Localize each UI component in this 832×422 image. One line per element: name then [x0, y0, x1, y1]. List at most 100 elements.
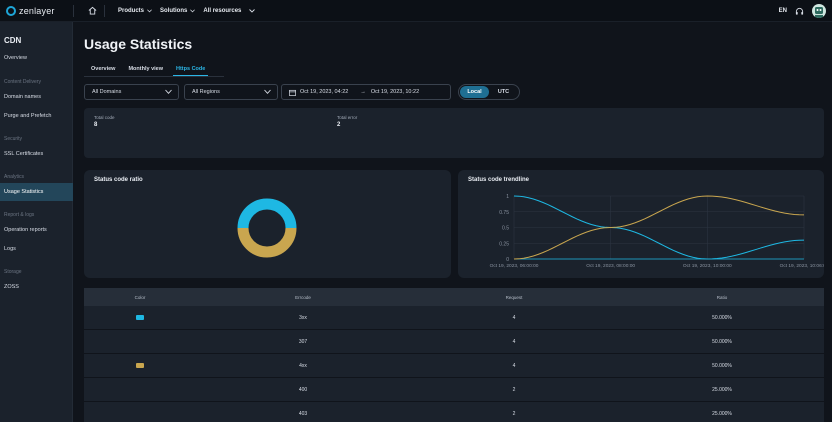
- col-ratio: Ratio: [716, 294, 728, 300]
- nav-all-resources[interactable]: All resources: [203, 8, 241, 14]
- totals-panel: Total code 8 Total error 2: [84, 108, 824, 158]
- table-row: 307 4 50.000%: [84, 330, 824, 354]
- domain-select[interactable]: All Domains: [84, 84, 179, 100]
- sidebar-section-security: Security: [4, 136, 23, 142]
- total-error-label: Total error: [337, 115, 358, 120]
- errcode-cell: 307: [298, 339, 308, 345]
- tab-overview[interactable]: Overview: [91, 66, 116, 72]
- nav-products-label: Products: [118, 7, 145, 14]
- nav-products[interactable]: Products: [118, 8, 152, 14]
- logo-ring-icon: [6, 5, 16, 16]
- timezone-toggle: Local UTC: [458, 84, 520, 100]
- ratio-cell: 50.000%: [712, 339, 732, 345]
- y-tick-label: 0.75: [499, 210, 509, 216]
- x-tick-label: Oct 19, 2023, 10:06:00: [780, 263, 824, 269]
- nav-more-button[interactable]: [249, 8, 256, 13]
- sidebar-item-label: Overview: [4, 55, 27, 61]
- total-code-value: 8: [94, 122, 98, 128]
- chevron-down-icon: [249, 8, 256, 13]
- errcode-cell: 3xx: [299, 315, 307, 321]
- sidebar-item-ssl-certificates[interactable]: SSL Certificates: [0, 145, 73, 163]
- sidebar-section-report-logs: Report & logs: [4, 212, 35, 218]
- date-range-picker[interactable]: Oct 19, 2023, 04:22 → Oct 19, 2023, 10:2…: [281, 84, 451, 100]
- y-tick-label: 0.5: [502, 226, 509, 232]
- region-select-value: All Regions: [192, 89, 220, 95]
- arrow-right-icon: →: [360, 89, 366, 95]
- page-title: Usage Statistics: [84, 36, 193, 52]
- request-cell: 2: [512, 387, 516, 393]
- table-row: 400 2 25.000%: [84, 378, 824, 402]
- ratio-donut-chart: [237, 198, 297, 258]
- ratio-cell: 25.000%: [712, 387, 732, 393]
- divider: [104, 4, 105, 17]
- y-tick-label: 0: [506, 257, 509, 263]
- request-cell: 4: [512, 363, 516, 369]
- sidebar-item-label: Usage Statistics: [4, 189, 44, 195]
- y-tick-label: 0.25: [499, 241, 509, 247]
- sidebar-item-label: Purge and Prefetch: [4, 113, 52, 119]
- donut-slice-4xx[interactable]: [237, 227, 297, 258]
- request-cell: 2: [512, 411, 516, 417]
- calendar-icon: [289, 89, 296, 96]
- sidebar-item-overview[interactable]: Overview: [0, 49, 73, 67]
- total-code-label: Total code: [94, 115, 115, 120]
- nav-solutions[interactable]: Solutions: [160, 8, 196, 14]
- y-tick-label: 1: [506, 194, 509, 200]
- main-content: Usage Statistics Overview Monthly view H…: [74, 22, 832, 422]
- home-icon[interactable]: [85, 4, 99, 18]
- timezone-local[interactable]: Local: [460, 86, 489, 98]
- x-tick-label: Oct 19, 2023, 08:00:00: [586, 263, 635, 269]
- col-request: Request: [505, 294, 523, 300]
- ratio-chart-title: Status code ratio: [94, 177, 143, 183]
- user-avatar[interactable]: [812, 4, 826, 18]
- sidebar-item-label: Operation reports: [4, 227, 47, 233]
- request-cell: 4: [512, 339, 516, 345]
- region-select[interactable]: All Regions: [184, 84, 278, 100]
- date-end[interactable]: Oct 19, 2023, 10:22: [370, 89, 420, 95]
- ratio-cell: 50.000%: [712, 315, 732, 321]
- table-header: Color Errcode Request Ratio: [84, 288, 824, 306]
- sidebar: CDN Overview Content Delivery Domain nam…: [0, 22, 73, 422]
- top-right-controls: EN: [779, 0, 832, 22]
- col-errcode: Errcode: [295, 294, 311, 300]
- color-swatch: [136, 315, 144, 320]
- donut-slice-3xx[interactable]: [237, 198, 297, 229]
- sidebar-section-content-delivery: Content Delivery: [4, 79, 41, 85]
- total-error-value: 2: [337, 122, 341, 128]
- trend-series-line: [513, 195, 805, 260]
- errcode-cell: 403: [298, 411, 308, 417]
- chevron-down-icon: [190, 8, 196, 12]
- sidebar-item-label: Logs: [4, 246, 16, 252]
- sidebar-item-purge-prefetch[interactable]: Purge and Prefetch: [0, 107, 73, 125]
- table-row: 3xx 4 50.000%: [84, 306, 824, 330]
- sidebar-title: CDN: [4, 36, 22, 45]
- tab-monthly-view[interactable]: Monthly view: [128, 66, 163, 72]
- status-code-trendline-card: Status code trendline 1 0.75 0.5 0.25 0 Oct 1…: [458, 170, 824, 278]
- sidebar-section-analytics: Analytics: [4, 174, 25, 180]
- table-row: 4xx 4 50.000%: [84, 354, 824, 378]
- nav-all-resources-label: All resources: [203, 7, 242, 14]
- sidebar-item-domain-names[interactable]: Domain names: [0, 88, 73, 106]
- logo-text: zenlayer: [19, 5, 55, 16]
- tab-https-code[interactable]: Https Code: [172, 62, 209, 76]
- status-code-ratio-card: Status code ratio: [84, 170, 451, 278]
- sidebar-section-storage: Storage: [4, 269, 22, 275]
- sidebar-item-label: ZOSS: [4, 284, 19, 290]
- divider: [73, 4, 74, 17]
- language-switch[interactable]: EN: [778, 8, 787, 14]
- sidebar-item-logs[interactable]: Logs: [0, 240, 73, 258]
- ratio-cell: 50.000%: [712, 363, 732, 369]
- sidebar-item-usage-statistics[interactable]: Usage Statistics: [0, 183, 73, 201]
- request-cell: 4: [512, 315, 516, 321]
- sidebar-item-operation-reports[interactable]: Operation reports: [0, 221, 73, 239]
- zenlayer-logo[interactable]: zenlayer: [6, 5, 68, 16]
- date-start[interactable]: Oct 19, 2023, 04:22: [300, 89, 349, 95]
- tab-bar: Overview Monthly view Https Code: [84, 62, 218, 76]
- sidebar-item-label: Domain names: [4, 94, 41, 100]
- color-swatch: [136, 363, 144, 368]
- sidebar-item-zoss[interactable]: ZOSS: [0, 278, 73, 296]
- support-headset-icon[interactable]: [795, 7, 804, 16]
- timezone-utc[interactable]: UTC: [497, 89, 510, 95]
- avatar-icon: [815, 7, 823, 18]
